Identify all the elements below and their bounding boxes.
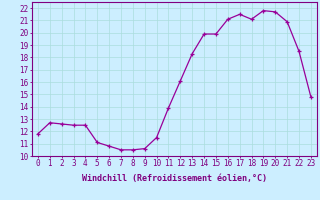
X-axis label: Windchill (Refroidissement éolien,°C): Windchill (Refroidissement éolien,°C) [82,174,267,183]
